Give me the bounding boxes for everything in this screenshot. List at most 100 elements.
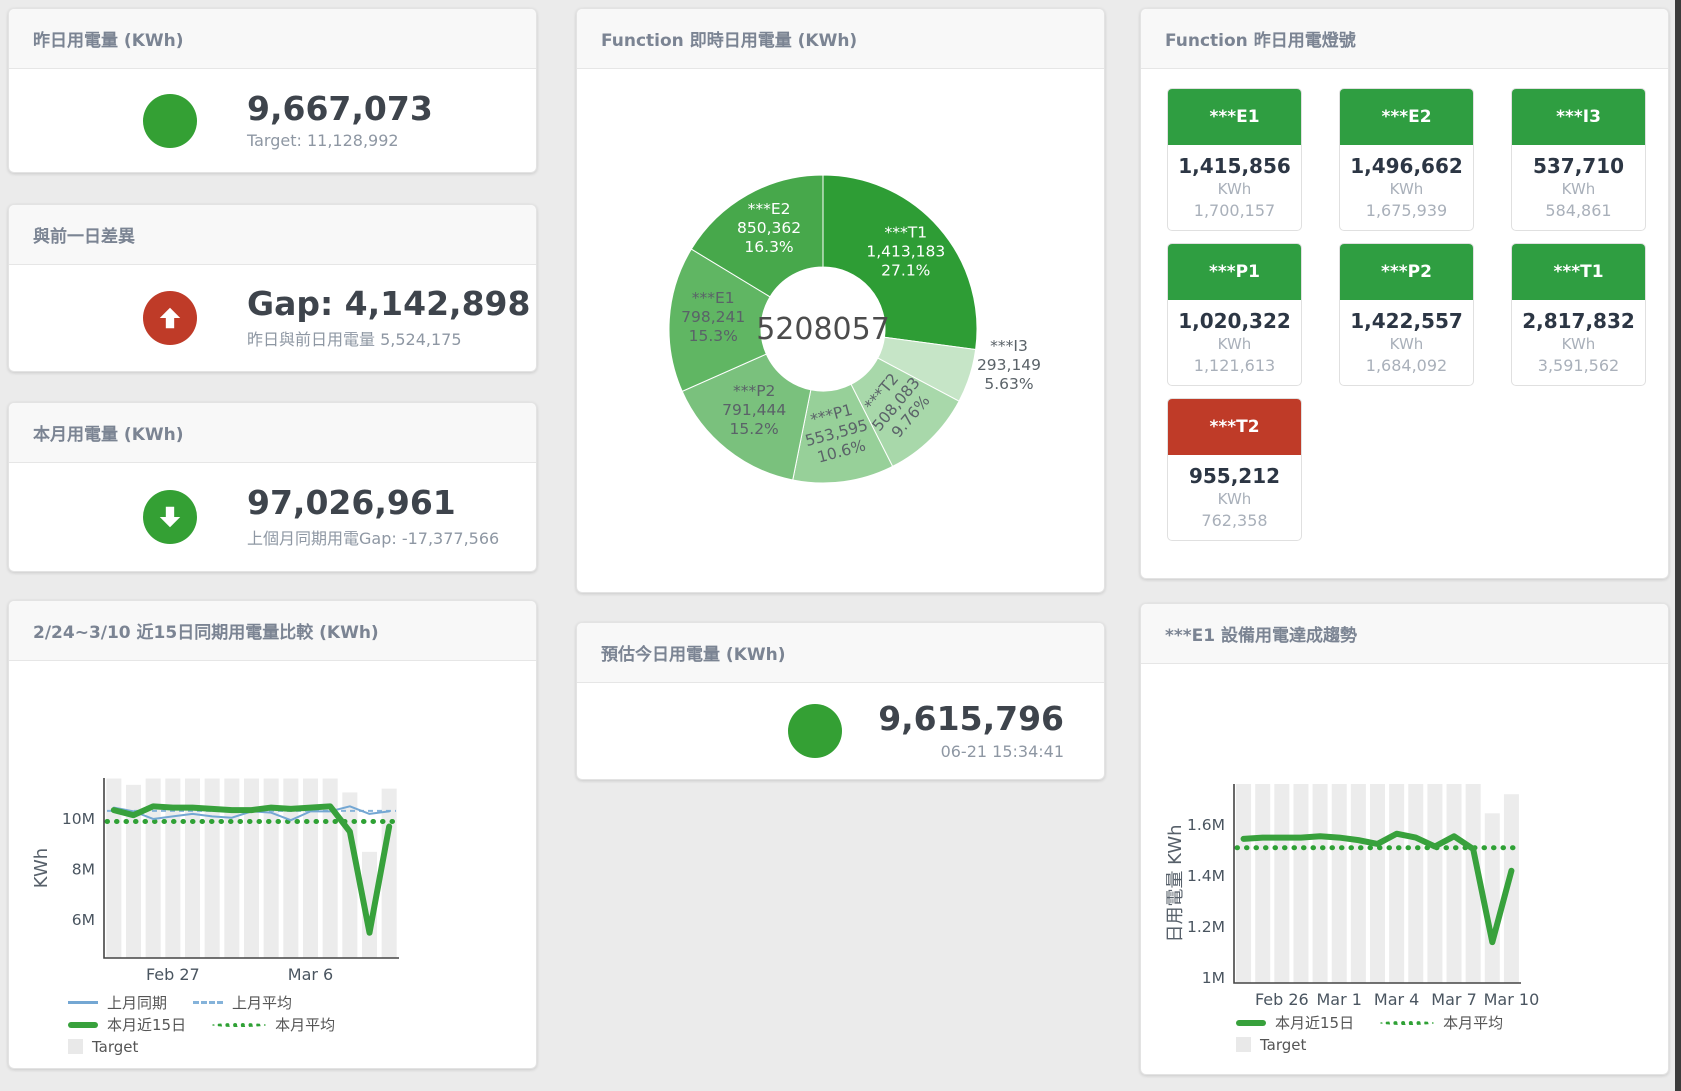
compare15-chart[interactable]: 6M 8M 10M Feb 27 Mar 6 KWh 上月同期 上月平均 本月近15日 本月平均… [9, 661, 537, 1056]
target-bar [283, 778, 299, 958]
legend-label: 本月近15日 [1275, 1014, 1355, 1032]
x-tick-label: Mar 4 [1374, 990, 1419, 1009]
donut-plot[interactable]: ***T1 1,413,183 27.1%***I3 293,149 5.63%***T… [577, 69, 1105, 592]
lamp-tile-unit: KWh [1217, 180, 1252, 198]
target-bar [1312, 784, 1328, 983]
legend-item-本月近15日[interactable]: 本月近15日 [68, 1016, 186, 1034]
window-scrollbar[interactable] [1675, 0, 1681, 1091]
compare15-plot[interactable]: 6M 8M 10M Feb 27 Mar 6 KWh [9, 661, 537, 1001]
lamp-tile-unit: KWh [1389, 180, 1424, 198]
y-axis-title: KWh [31, 848, 52, 888]
legend-swatch-icon [212, 1022, 267, 1027]
legend-item-上月平均[interactable]: 上月平均 [193, 994, 292, 1012]
status-circle-icon [143, 93, 197, 148]
card-realtime-donut: Function 即時日用電量 (KWh) ***T1 1,413,183 27.1… [576, 8, 1105, 593]
target-bar [1465, 784, 1481, 983]
legend-swatch-icon [1380, 1020, 1435, 1025]
yesterday-usage-target: Target: 11,128,992 [247, 131, 399, 151]
donut-slice-E2[interactable] [690, 174, 824, 298]
lamp-tile-target: 1,121,613 [1193, 356, 1276, 375]
card-header: Function 即時日用電量 (KWh) [577, 9, 1104, 69]
lamp-tile-value: 1,496,662 [1350, 154, 1463, 178]
e1-trend-legend: 本月近15日 本月平均 Target [1236, 1014, 1504, 1054]
e1-trend-chart[interactable]: 1M 1.2M 1.4M 1.6M Feb 26 Mar 1 Mar 4 Mar 7 Mar 1… [1141, 664, 1669, 1054]
series-line-本月近15日[interactable] [1240, 830, 1515, 946]
donut-chart[interactable]: ***T1 1,413,183 27.1% ***I3 293,149 5.63% ***T… [577, 69, 1105, 592]
target-bar [1274, 784, 1290, 983]
y-axis-title: 日用電量 KWh [1165, 824, 1186, 942]
target-bar [1293, 784, 1309, 983]
target-bar [204, 778, 220, 958]
legend-swatch-icon [193, 1001, 224, 1004]
target-bar [1408, 784, 1424, 983]
legend-swatch-icon [68, 1039, 83, 1054]
legend-item-本月平均[interactable]: 本月平均 [1380, 1014, 1504, 1032]
lamp-tile-value: 1,422,557 [1350, 309, 1463, 333]
lamp-tile-T1: ***T1 2,817,832 KWh 3,591,562 [1511, 243, 1646, 386]
target-bar [381, 788, 397, 958]
card-title: ***E1 設備用電達成趨勢 [1165, 626, 1358, 646]
card-title: 本月用電量 (KWh) [33, 425, 184, 445]
stat-body: 9,667,073 Target: 11,128,992 [9, 69, 536, 172]
card-header: 預估今日用電量 (KWh) [577, 623, 1104, 683]
target-bar [165, 778, 181, 958]
card-header: 昨日用電量 (KWh) [9, 9, 536, 69]
donut-label-T1: ***T1 1,413,183 27.1% [866, 224, 945, 280]
legend-swatch-icon [68, 1001, 98, 1004]
target-bar [1446, 784, 1462, 983]
donut-label-I3: ***I3 293,149 5.63% [977, 337, 1041, 393]
yesterday-usage-value: 9,667,073 [247, 88, 433, 128]
gap-subtitle: 昨日與前日用電量 5,524,175 [247, 330, 462, 350]
legend-item-上月同期[interactable]: 上月同期 [68, 994, 167, 1012]
legend-item-本月平均[interactable]: 本月平均 [212, 1016, 335, 1034]
target-bar [106, 778, 122, 958]
y-tick-label: 8M [72, 861, 95, 879]
arrow-down-icon [143, 490, 197, 544]
lamp-tile-target: 3,591,562 [1537, 356, 1620, 375]
lamp-tile-target: 584,861 [1545, 201, 1612, 220]
x-tick-label: Mar 1 [1317, 990, 1362, 1009]
y-tick-label: 10M [62, 810, 95, 828]
lamp-tile-value: 2,817,832 [1522, 309, 1635, 333]
lamp-tile-header: ***P1 [1168, 244, 1301, 300]
arrow-up-icon [143, 291, 197, 345]
legend-item-本月近15日[interactable]: 本月近15日 [1236, 1014, 1355, 1032]
legend-swatch-icon [1236, 1037, 1251, 1052]
lamp-tile-unit: KWh [1561, 335, 1596, 353]
lamp-tile-value: 1,020,322 [1178, 309, 1291, 333]
legend-item-Target[interactable]: Target [68, 1038, 138, 1056]
card-header: Function 昨日用電燈號 [1141, 9, 1668, 69]
chart-axes [1233, 784, 1521, 984]
card-gap-prev-day: 與前一日差異 Gap: 4,142,898 昨日與前日用電量 5,524,175 [8, 204, 537, 372]
lamp-tile-I3: ***I3 537,710 KWh 584,861 [1511, 88, 1646, 231]
x-tick-label: Feb 26 [1255, 990, 1309, 1009]
series-line-本月近15日[interactable] [110, 803, 393, 936]
stat-body: Gap: 4,142,898 昨日與前日用電量 5,524,175 [9, 265, 536, 371]
target-bar [185, 778, 200, 958]
card-title: Function 昨日用電燈號 [1165, 31, 1356, 51]
lamp-tile-E1: ***E1 1,415,856 KWh 1,700,157 [1167, 88, 1302, 231]
legend-label: Target [1260, 1035, 1307, 1054]
stat-body: 97,026,961 上個月同期用電Gap: -17,377,566 [9, 463, 536, 571]
legend-item-Target[interactable]: Target [1236, 1035, 1307, 1054]
month-usage-gap: 上個月同期用電Gap: -17,377,566 [247, 529, 500, 549]
target-bar [362, 851, 377, 958]
y-tick-label: 1.2M [1187, 918, 1225, 936]
donut-label-P2: ***P2 791,444 15.2% [722, 382, 786, 438]
card-header: 2/24~3/10 近15日同期用電量比較 (KWh) [9, 601, 536, 661]
donut-slice-E1[interactable] [668, 248, 771, 393]
target-bar [1331, 784, 1347, 983]
card-title: 2/24~3/10 近15日同期用電量比較 (KWh) [33, 623, 379, 643]
card-title: Function 即時日用電量 (KWh) [601, 31, 858, 51]
target-bar [244, 778, 259, 958]
e1-trend-plot[interactable]: 1M 1.2M 1.4M 1.6M Feb 26 Mar 1 Mar 4 Mar 7 Mar 1… [1141, 664, 1669, 1009]
legend-label: 本月平均 [1443, 1014, 1504, 1032]
lamp-tile-header: ***E1 [1168, 89, 1301, 145]
target-bar [126, 784, 141, 958]
x-tick-label: Mar 10 [1484, 990, 1540, 1009]
donut-slice-P2[interactable] [681, 353, 812, 481]
status-circle-icon [788, 704, 843, 758]
target-bar [1427, 784, 1443, 983]
donut-slice-T1[interactable] [822, 174, 978, 351]
lamp-tile-unit: KWh [1217, 335, 1252, 353]
